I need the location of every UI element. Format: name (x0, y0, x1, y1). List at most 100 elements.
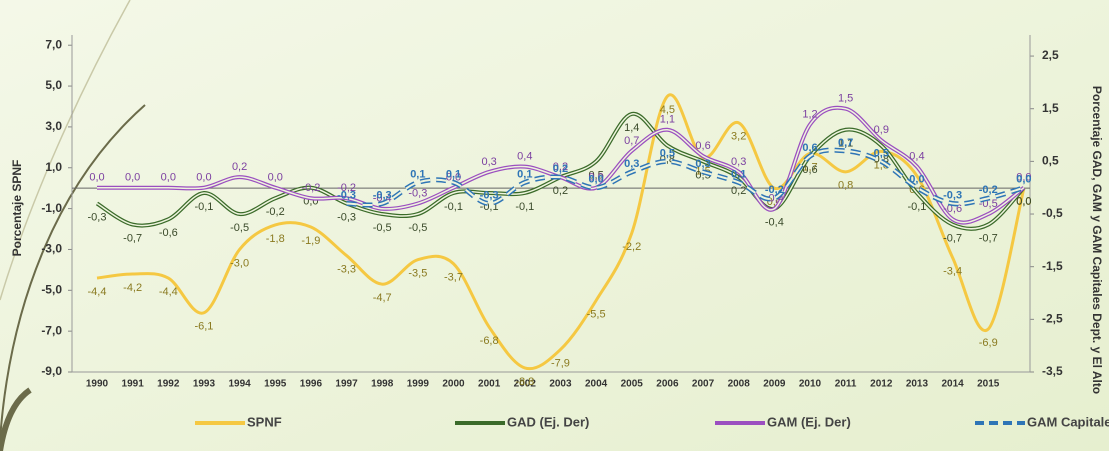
series-line-core (97, 106, 1025, 224)
data-label: 0,2 (232, 161, 247, 173)
y-tick-label: 5,0 (45, 78, 62, 92)
data-label: 0,2 (553, 161, 568, 173)
data-label: 0,0 (909, 174, 924, 186)
data-label: -0,7 (979, 232, 998, 244)
data-label: 0,7 (838, 137, 853, 149)
x-tick-label: 1992 (157, 379, 180, 390)
data-label: -0,1 (907, 201, 926, 213)
x-tick-label: 2013 (906, 379, 929, 390)
data-label: 1,1 (838, 138, 853, 150)
data-label: 0,0 (1016, 174, 1031, 186)
data-label: 0,1 (517, 168, 532, 180)
data-label: 0,0 (446, 172, 461, 184)
data-label: 0,6 (695, 140, 710, 152)
data-label: 0,3 (695, 158, 710, 170)
data-label: -4,4 (88, 286, 107, 298)
data-label: 0,0 (89, 172, 104, 184)
data-label: -0,2 (979, 184, 998, 196)
x-tick-label: 2008 (728, 379, 751, 390)
data-label: -0,2 (765, 184, 784, 196)
data-label: 0,0 (268, 172, 283, 184)
x-tick-label: 1990 (86, 379, 109, 390)
data-label: 0,4 (517, 151, 532, 163)
data-label: -0,2 (301, 182, 320, 194)
data-label: -3,7 (444, 272, 463, 284)
data-label: -0,7 (943, 232, 962, 244)
data-label: 1,4 (624, 122, 639, 134)
x-tick-label: 1997 (335, 379, 358, 390)
x-tick-label: 1994 (228, 379, 251, 390)
x-tick-label: 1996 (300, 379, 323, 390)
x-tick-label: 2015 (977, 379, 1000, 390)
data-label: 0,4 (909, 151, 924, 163)
data-label: -8,8 (515, 376, 534, 388)
data-label: -7,9 (551, 357, 570, 369)
data-label: -0,3 (480, 189, 499, 201)
data-label: 0,1 (446, 168, 461, 180)
y2-axis-title: Porcentaje GAD, GAM y GAM Capitales Dept… (1090, 86, 1104, 394)
data-label: 0,5 (874, 147, 889, 159)
data-label: 0,3 (482, 156, 497, 168)
data-label: -0,7 (123, 232, 142, 244)
y-tick-label: 3,0 (45, 119, 62, 133)
x-tick-label: 2005 (621, 379, 644, 390)
data-label: -0,5 (408, 222, 427, 234)
data-label: -6,1 (194, 321, 213, 333)
decor (0, 387, 32, 451)
data-label: -6,8 (480, 335, 499, 347)
data-label: -0,1 (194, 201, 213, 213)
x-tick-label: 1993 (193, 379, 216, 390)
x-tick-label: 1995 (264, 379, 287, 390)
x-tick-label: 2001 (478, 379, 501, 390)
x-tick-label: 2011 (835, 379, 857, 390)
y2-tick-label: -1,5 (1042, 259, 1063, 273)
data-label: 0,5 (588, 169, 603, 181)
data-label: -0,3 (88, 211, 107, 223)
data-label: 4,5 (660, 104, 675, 116)
data-label: 1,1 (660, 114, 675, 126)
decor (0, 104, 146, 441)
series-line-core (346, 149, 1025, 207)
data-label: -6,9 (979, 337, 998, 349)
data-label: 0,6 (802, 164, 817, 176)
data-label: 0,0 (161, 172, 176, 184)
data-label: -3,3 (337, 263, 356, 275)
data-label: -0,6 (159, 227, 178, 239)
legend-label: GAD (Ej. Der) (507, 414, 589, 429)
data-label: 0,9 (874, 124, 889, 136)
y-tick-label: 7,0 (45, 37, 62, 51)
x-tick-label: 2000 (442, 379, 465, 390)
x-tick-label: 2004 (585, 379, 608, 390)
data-label: -1,9 (301, 235, 320, 247)
data-label: 0,2 (731, 185, 746, 197)
data-label: 0,0 (196, 172, 211, 184)
x-tick-label: 2009 (763, 379, 786, 390)
data-label: -1,8 (266, 233, 285, 245)
data-label: -0,5 (373, 222, 392, 234)
data-label: -3,5 (408, 268, 427, 280)
data-label: -0,5 (230, 222, 249, 234)
data-label: 0,0 (1016, 196, 1031, 208)
data-label: 0,3 (731, 156, 746, 168)
y-tick-label: -7,0 (41, 323, 62, 337)
data-label: -4,4 (159, 286, 178, 298)
data-label: -0,1 (515, 201, 534, 213)
data-label: 1,5 (838, 93, 853, 105)
data-label: 0,8 (838, 180, 853, 192)
data-label: -0,4 (765, 217, 784, 229)
data-label: -3,0 (230, 257, 249, 269)
x-tick-label: 2007 (692, 379, 715, 390)
data-label: -0,2 (266, 206, 285, 218)
data-label: -4,2 (123, 282, 142, 294)
x-tick-label: 2012 (870, 379, 893, 390)
data-label: -4,7 (373, 292, 392, 304)
y-axis-title: Porcentaje SPNF (10, 160, 24, 257)
x-tick-label: 2014 (941, 379, 964, 390)
y-tick-label: -9,0 (41, 364, 62, 378)
y2-tick-label: 0,5 (1042, 154, 1059, 168)
data-label: 0,5 (660, 147, 675, 159)
y-tick-label: -5,0 (41, 282, 62, 296)
data-label: -0,3 (943, 189, 962, 201)
